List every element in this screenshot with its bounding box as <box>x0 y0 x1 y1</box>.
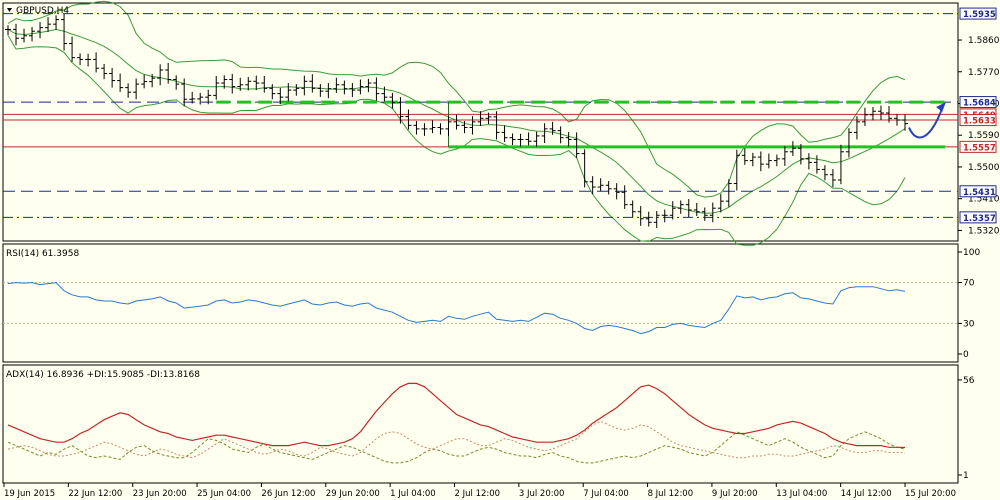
plus-di-line <box>7 431 906 464</box>
time-tick-label: 7 Jul 04:00 <box>583 489 629 499</box>
symbol-label: GBPUSD,H4 <box>16 6 69 16</box>
time-tick-label: 13 Jul 04:00 <box>776 489 827 499</box>
level-label: 1.5684 <box>963 99 996 109</box>
level-label: 1.5357 <box>963 214 996 224</box>
rsi-label: RSI(14) 61.3958 <box>6 249 79 259</box>
panel-frame-3 <box>2 364 959 484</box>
forecast-arrow <box>908 105 944 139</box>
time-tick-label: 22 Jun 12:00 <box>68 489 122 499</box>
level-label-box <box>959 114 997 127</box>
time-tick-label: 19 Jun 2015 <box>4 489 55 499</box>
level-label-box <box>959 140 997 153</box>
rsi-line <box>7 282 906 335</box>
time-tick-label: 25 Jun 04:00 <box>197 489 251 499</box>
price-tick-label: 1.5770 <box>968 68 1000 78</box>
adx-tick-label: 1 <box>963 471 969 481</box>
level-label-box <box>959 96 997 109</box>
time-tick-label: 26 Jun 12:00 <box>261 489 315 499</box>
level-label: 1.5431 <box>963 188 996 198</box>
rsi-tick-label: 0 <box>963 350 969 360</box>
rsi-tick-label: 70 <box>963 279 975 289</box>
level-label: 1.5633 <box>963 117 996 127</box>
minus-di-line <box>7 420 906 459</box>
dropdown-icon[interactable] <box>7 8 12 12</box>
level-label-box <box>959 185 997 198</box>
time-tick-label: 2 Jul 12:00 <box>455 489 501 499</box>
level-label: 1.5557 <box>963 143 996 153</box>
adx-label: ADX(14) 16.8936 +DI:15.9085 -DI:13.8168 <box>6 370 200 380</box>
time-tick-label: 29 Jun 20:00 <box>326 489 380 499</box>
price-tick-label: 1.5860 <box>968 36 1000 46</box>
level-label: 1.5935 <box>963 10 996 20</box>
bollinger-upper <box>7 0 906 198</box>
time-tick-label: 14 Jul 12:00 <box>841 489 892 499</box>
time-tick-label: 1 Jul 04:00 <box>390 489 436 499</box>
panel-frame-2 <box>2 243 959 363</box>
time-tick-label: 3 Jul 20:00 <box>519 489 565 499</box>
forecast-arrow-head <box>936 102 946 112</box>
price-tick-label: 1.5410 <box>968 195 1000 205</box>
bollinger-lower <box>7 35 906 246</box>
time-tick-label: 23 Jun 20:00 <box>133 489 187 499</box>
time-tick-label: 9 Jul 20:00 <box>712 489 758 499</box>
price-tick-label: 1.5590 <box>968 131 1000 141</box>
price-tick-label: 1.5500 <box>968 163 1000 173</box>
level-label-box <box>959 211 997 224</box>
level-label-box <box>959 7 997 20</box>
rsi-tick-label: 100 <box>963 248 980 258</box>
time-tick-label: 15 Jul 20:00 <box>905 489 956 499</box>
adx-line <box>7 382 906 449</box>
panel-frame-1 <box>2 2 959 242</box>
rsi-tick-label: 30 <box>963 319 975 329</box>
time-tick-label: 8 Jul 12:00 <box>648 489 694 499</box>
adx-tick-label: 56 <box>963 376 975 386</box>
price-tick-label: 1.5320 <box>968 226 1000 236</box>
